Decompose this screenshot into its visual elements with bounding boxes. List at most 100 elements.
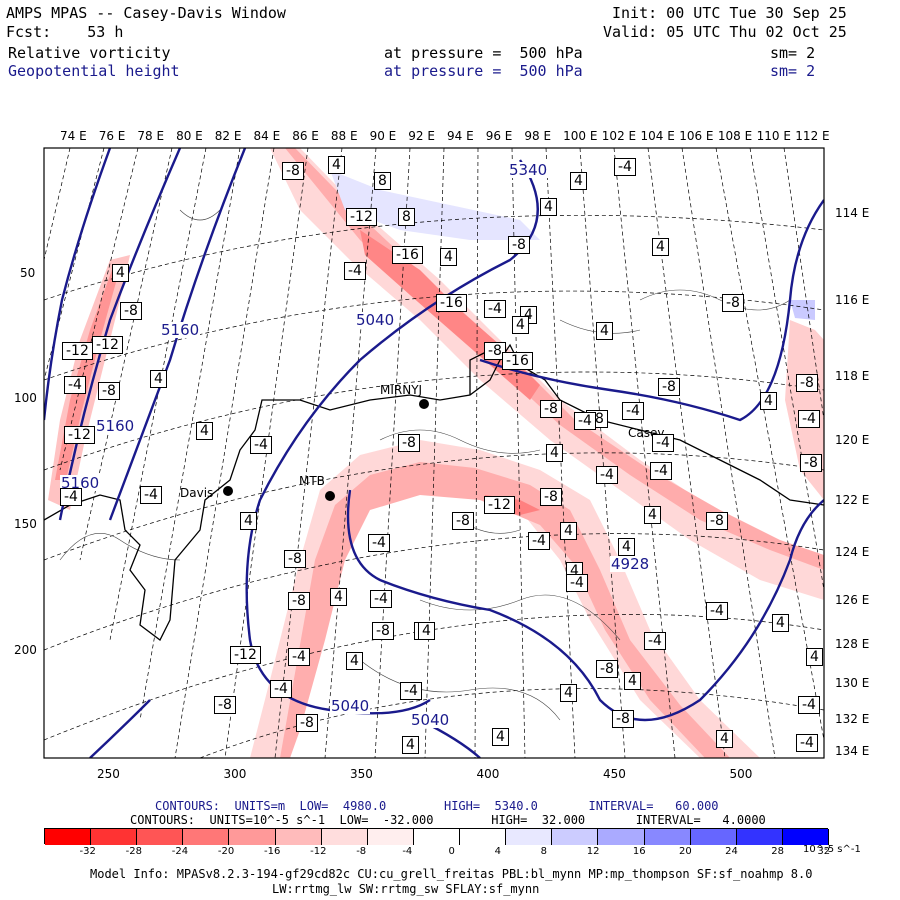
colorbar-tick-label: -4 bbox=[402, 846, 413, 857]
vorticity-contour-label: 4 bbox=[196, 422, 213, 440]
colorbar-tick-label: 4 bbox=[494, 846, 501, 857]
right-lon-label: 126 E bbox=[835, 593, 870, 607]
top-lon-label: 100 E bbox=[563, 129, 598, 143]
vorticity-contour-label: 4 bbox=[716, 730, 733, 748]
vorticity-contour-label: -12 bbox=[64, 426, 95, 444]
colorbar-segment bbox=[552, 829, 599, 845]
right-lon-label: 128 E bbox=[835, 637, 870, 651]
top-lon-label: 80 E bbox=[176, 129, 203, 143]
vorticity-contour-label: -4 bbox=[370, 590, 392, 608]
top-lon-label: 90 E bbox=[369, 129, 397, 143]
vorticity-contour-label: 4 bbox=[618, 538, 635, 556]
vorticity-contour-label: -4 bbox=[250, 436, 272, 454]
vorticity-contour-label: 4 bbox=[346, 652, 363, 670]
vorticity-contour-label: -8 bbox=[722, 294, 744, 312]
colorbar-segment bbox=[644, 829, 691, 845]
colorbar-tick-label: -12 bbox=[310, 846, 327, 857]
vorticity-contour-label: 4 bbox=[546, 444, 563, 462]
vorticity-contour-label: -8 bbox=[120, 302, 142, 320]
vorticity-contour-label: -8 bbox=[796, 374, 818, 392]
left-grid-label: 100 bbox=[14, 391, 37, 405]
colorbar-segment bbox=[460, 829, 507, 845]
vorticity-contour-label: -8 bbox=[296, 714, 318, 732]
vorticity-contour-label: -8 bbox=[214, 696, 236, 714]
vorticity-contour-label: -8 bbox=[284, 550, 306, 568]
top-lon-label: 108 E bbox=[717, 129, 753, 143]
top-lon-label: 78 E bbox=[137, 129, 165, 143]
vorticity-contour-label: 4 bbox=[112, 264, 129, 282]
top-lon-label: 104 E bbox=[640, 129, 675, 143]
vorticity-contour-label: 8 bbox=[374, 172, 391, 190]
colorbar-segment bbox=[598, 829, 645, 845]
vorticity-contour-label: -8 bbox=[372, 622, 394, 640]
top-lon-label: 94 E bbox=[447, 129, 474, 143]
colorbar-tick-label: -28 bbox=[125, 846, 142, 857]
vorticity-contour-label: -8 bbox=[508, 236, 530, 254]
vorticity-contour-label: -16 bbox=[392, 246, 423, 264]
vorticity-contours bbox=[59, 209, 791, 721]
bottom-grid-label: 350 bbox=[350, 767, 373, 781]
colorbar-tick-label: -16 bbox=[263, 846, 281, 857]
colorbar-tick-label: 8 bbox=[540, 846, 548, 857]
colorbar-unit: 10^-5 s^-1 bbox=[803, 844, 861, 855]
vorticity-contour-label: -4 bbox=[484, 300, 506, 318]
vorticity-contour-label: 4 bbox=[240, 512, 257, 530]
colorbar-segment bbox=[506, 829, 553, 845]
height-contour-label: 5160 bbox=[60, 474, 101, 492]
mtb-label: MTB bbox=[299, 474, 325, 488]
colorbar-tick-label: -20 bbox=[217, 846, 235, 857]
right-lon-label: 118 E bbox=[835, 369, 870, 383]
vorticity-contour-label: -4 bbox=[574, 412, 596, 430]
colorbar-segment bbox=[321, 829, 368, 845]
colorbar-segment bbox=[736, 829, 783, 845]
colorbar-segment bbox=[229, 829, 276, 845]
top-lon-label: 98 E bbox=[524, 129, 552, 143]
colorbar-segment bbox=[690, 829, 737, 845]
colorbar-tick-label: -32 bbox=[79, 846, 96, 857]
top-lon-label: 88 E bbox=[330, 129, 358, 143]
colorbar-segment bbox=[183, 829, 230, 845]
map-plot-area bbox=[44, 148, 824, 758]
left-grid-label: 150 bbox=[14, 517, 37, 531]
vorticity-contour-label: -4 bbox=[622, 402, 644, 420]
vorticity-contour-label: 4 bbox=[440, 248, 457, 266]
vorticity-contour-label: 4 bbox=[560, 684, 577, 702]
height-contour-label: 5340 bbox=[508, 161, 549, 179]
vorticity-contour-label: -8 bbox=[398, 434, 420, 452]
colorbar-segment bbox=[782, 829, 829, 845]
vorticity-contour-label: -4 bbox=[596, 466, 618, 484]
vorticity-contour-label: 4 bbox=[760, 392, 777, 410]
bottom-grid-label: 500 bbox=[729, 767, 753, 781]
vorticity-contour-label: -12 bbox=[346, 208, 377, 226]
vorticity-contour-label: -4 bbox=[60, 488, 82, 506]
vorticity-contour-label: -8 bbox=[452, 512, 474, 530]
colorbar-tick-label: 28 bbox=[771, 846, 784, 857]
right-lon-label: 116 E bbox=[835, 293, 870, 307]
colorbar-segment bbox=[413, 829, 461, 845]
right-lon-label: 124 E bbox=[835, 545, 870, 559]
height-contour-info: CONTOURS: UNITS=m LOW= 4980.0 HIGH= 5340… bbox=[155, 799, 719, 813]
vorticity-contour-label: -8 bbox=[706, 512, 728, 530]
colorbar-tick-label: -24 bbox=[171, 846, 189, 857]
vorticity-contour-label: -4 bbox=[798, 696, 820, 714]
vorticity-contour-label: -8 bbox=[596, 660, 618, 678]
right-lon-label: 114 E bbox=[835, 206, 870, 220]
colorbar-tick-label: 0 bbox=[448, 846, 455, 857]
map-title: AMPS MPAS -- Casey-Davis Window bbox=[6, 4, 286, 22]
vorticity-contour-label: -4 bbox=[614, 158, 636, 176]
vorticity-contour-label: -4 bbox=[798, 410, 820, 428]
vorticity-contour-label: -8 bbox=[612, 710, 634, 728]
height-contour-label: 5160 bbox=[160, 321, 201, 339]
right-lon-label: 130 E bbox=[835, 676, 870, 690]
left-grid-label: 200 bbox=[14, 643, 37, 657]
colorbar-tick-label: 24 bbox=[725, 846, 738, 857]
vorticity-contour-label: 4 bbox=[596, 322, 613, 340]
top-lon-label: 86 E bbox=[292, 129, 319, 143]
vorticity-contour-label: -4 bbox=[566, 574, 588, 592]
plot-frame bbox=[43, 147, 825, 759]
vorticity-contour-label: -4 bbox=[400, 682, 422, 700]
davis-label: Davis bbox=[180, 486, 214, 500]
top-lon-label: 102 E bbox=[601, 129, 637, 143]
davis-marker bbox=[223, 486, 233, 496]
geopotential-contours bbox=[44, 148, 824, 758]
